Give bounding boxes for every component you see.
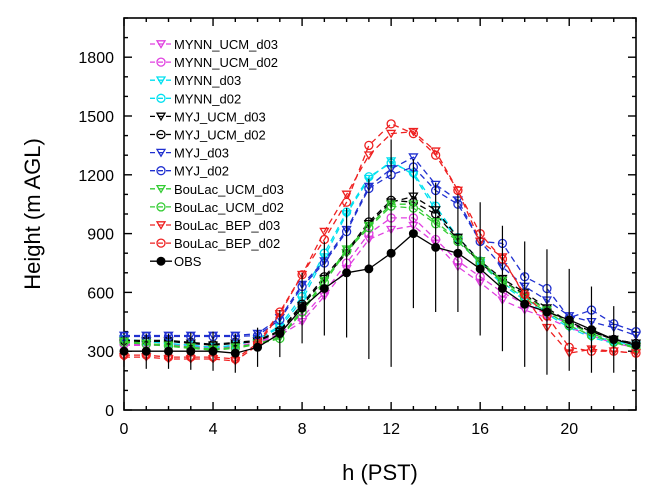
data-point	[364, 140, 374, 151]
data-point	[341, 190, 352, 200]
data-point	[564, 315, 574, 325]
data-point	[609, 334, 619, 344]
axis-ticks: 0 4 8 12 16 20 0 300 600 900 1200 1500 1800	[78, 17, 637, 438]
data-point	[542, 307, 552, 317]
legend-marker	[156, 57, 166, 67]
x-tick-label: 4	[209, 421, 218, 438]
legend-item: MYJ_d03	[150, 146, 229, 161]
legend-marker	[155, 221, 167, 230]
legend-item: MYNN_UCM_d02	[150, 55, 278, 70]
legend-marker	[155, 40, 167, 49]
data-point	[497, 283, 507, 293]
legend-marker	[156, 238, 166, 248]
y-tick-label: 600	[87, 285, 114, 302]
y-tick-label: 1500	[78, 109, 114, 126]
legend-item: MYJ_UCM_d03	[150, 109, 266, 124]
legend-marker	[156, 129, 166, 140]
data-point	[230, 348, 240, 358]
legend-label: MYJ_d03	[174, 146, 229, 161]
legend-marker	[156, 202, 166, 212]
legend-label: MYJ_d02	[174, 164, 229, 179]
data-point	[275, 329, 285, 339]
x-tick-label: 8	[298, 421, 307, 438]
legend-item: OBS	[150, 254, 202, 269]
legend-label: MYJ_UCM_d02	[174, 128, 266, 143]
data-point	[520, 299, 530, 309]
y-tick-label: 1200	[78, 168, 114, 185]
y-tick-label: 900	[87, 227, 114, 244]
legend-marker	[155, 76, 167, 86]
data-point	[164, 346, 174, 356]
data-point	[385, 129, 397, 139]
x-tick-label: 16	[471, 421, 489, 438]
data-point	[296, 270, 308, 280]
y-tick-label: 300	[87, 344, 114, 361]
series-obs	[119, 139, 641, 375]
series-layer	[118, 119, 642, 375]
x-tick-label: 20	[560, 421, 578, 438]
legend-marker	[155, 184, 167, 194]
data-point	[631, 340, 641, 350]
series-line	[124, 232, 637, 354]
data-point	[431, 150, 441, 160]
legend-item: MYNN_d02	[150, 91, 241, 106]
legend-item: MYNN_d03	[150, 73, 241, 88]
data-point	[408, 153, 419, 163]
legend-marker	[156, 256, 166, 266]
data-point	[408, 127, 419, 137]
data-point	[408, 229, 418, 239]
legend-label: OBS	[174, 254, 202, 269]
data-point	[186, 346, 196, 356]
data-point	[297, 303, 307, 313]
data-point	[452, 186, 464, 196]
data-point	[342, 268, 352, 278]
data-point	[386, 119, 396, 129]
legend-label: MYNN_UCM_d02	[174, 55, 278, 70]
legend-label: BouLac_BEP_d03	[174, 218, 280, 233]
data-point	[319, 227, 330, 237]
legend-label: BouLac_UCM_d02	[174, 200, 284, 215]
legend-label: BouLac_BEP_d02	[174, 236, 280, 251]
x-axis-title: h (PST)	[342, 460, 418, 485]
legend-item: MYJ_UCM_d02	[150, 128, 266, 143]
y-tick-label: 0	[105, 403, 114, 420]
data-point	[475, 264, 485, 274]
legend-label: MYNN_d02	[174, 91, 241, 106]
data-point	[341, 197, 352, 207]
legend-marker	[155, 148, 167, 158]
data-point	[586, 325, 596, 335]
legend-item: BouLac_BEP_d03	[150, 218, 280, 233]
legend-marker	[156, 166, 166, 176]
legend-label: MYNN_UCM_d03	[174, 37, 278, 52]
data-point	[319, 283, 329, 293]
x-tick-label: 0	[120, 421, 129, 438]
legend-item: MYNN_UCM_d03	[150, 37, 278, 52]
y-tick-label: 1800	[78, 50, 114, 67]
legend-item: BouLac_UCM_d02	[150, 200, 284, 215]
data-point	[431, 242, 441, 252]
legend-item: MYJ_d02	[150, 164, 229, 179]
legend-label: MYJ_UCM_d03	[174, 109, 266, 124]
data-point	[363, 151, 375, 161]
legend-label: BouLac_UCM_d03	[174, 182, 284, 197]
legend-marker	[155, 112, 167, 122]
legend-label: MYNN_d03	[174, 73, 241, 88]
data-point	[386, 248, 396, 258]
data-point	[364, 264, 374, 274]
data-point	[119, 346, 129, 356]
legend-item: BouLac_UCM_d03	[150, 182, 284, 197]
data-point	[141, 346, 151, 356]
data-point	[430, 180, 441, 190]
legend-marker	[156, 93, 166, 103]
data-point	[253, 342, 263, 352]
data-point	[453, 248, 463, 258]
y-axis-title: Height (m AGL)	[20, 138, 45, 290]
x-tick-label: 12	[382, 421, 400, 438]
legend: MYNN_UCM_d03 MYNN_UCM_d02 MYNN_d03 MYNN_d02…	[150, 37, 284, 269]
legend-item: BouLac_BEP_d02	[150, 236, 280, 251]
data-point	[408, 128, 419, 139]
data-point	[208, 346, 218, 356]
